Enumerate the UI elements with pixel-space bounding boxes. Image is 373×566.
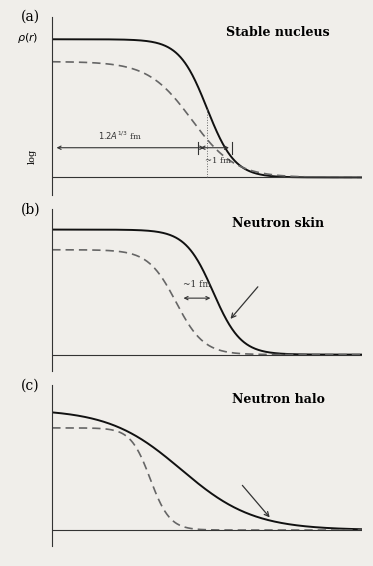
Text: (c): (c) [21,379,40,392]
Text: Neutron halo: Neutron halo [232,393,325,406]
Text: ~1 fm: ~1 fm [183,280,211,289]
Text: $\rho(r)$: $\rho(r)$ [17,31,38,45]
Text: $1.2A^{1/3}$ fm: $1.2A^{1/3}$ fm [98,130,142,142]
Text: (a): (a) [21,10,40,24]
Text: Distance from the center: Distance from the center [145,213,269,222]
Text: Stable nucleus: Stable nucleus [226,26,330,39]
Text: log: log [28,148,37,164]
Text: ~1 fm: ~1 fm [205,157,231,165]
Text: Neutron skin: Neutron skin [232,217,324,230]
Text: (b): (b) [21,203,41,217]
